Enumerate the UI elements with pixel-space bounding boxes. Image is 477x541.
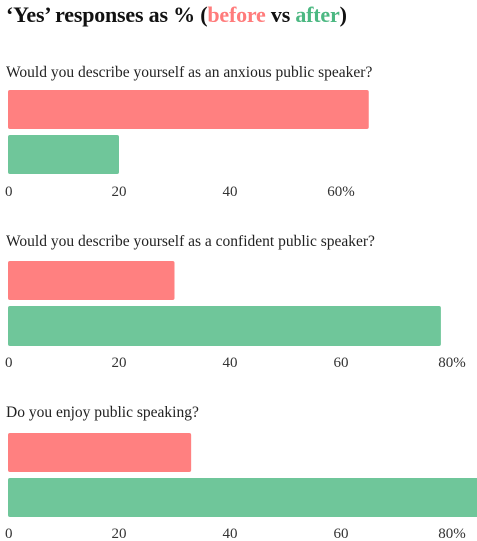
- bar-before: before: 30: [8, 261, 175, 300]
- bar-after: after: 20: [8, 135, 119, 174]
- x-tick-label: 0: [5, 355, 13, 371]
- x-tick-label: 20: [112, 355, 127, 371]
- title-before-keyword: before: [207, 2, 266, 27]
- x-tick-label: 0: [5, 526, 13, 541]
- x-tick-label: 40: [223, 355, 238, 371]
- x-tick-label: 60%: [327, 184, 355, 200]
- x-tick-label: 0: [5, 184, 13, 200]
- question-title: Do you enjoy public speaking?: [6, 404, 199, 421]
- x-tick-label: 40: [223, 526, 238, 541]
- chart-panel-3: Do you enjoy public speaking? before: 33 a…: [5, 404, 477, 541]
- bar-after: after: 86: [8, 478, 477, 517]
- x-tick-label: 60: [334, 355, 349, 371]
- x-tick-label: 20: [112, 184, 127, 200]
- title-suffix: ): [339, 2, 347, 27]
- x-tick-label: 20: [112, 526, 127, 541]
- bar-before: before: 33: [8, 433, 192, 472]
- x-tick-label: 80%: [438, 355, 466, 371]
- bar-before: before: 65: [8, 90, 369, 129]
- x-tick-label: 60: [334, 526, 349, 541]
- title-prefix: ‘Yes’ responses as % (: [6, 2, 208, 27]
- question-title: Would you describe yourself as a confide…: [6, 233, 375, 250]
- chart-panel-2: Would you describe yourself as a confide…: [5, 233, 466, 371]
- title-after-keyword: after: [295, 2, 340, 27]
- title-vs: vs: [265, 2, 296, 27]
- x-tick-label: 40: [223, 184, 238, 200]
- bar-after: after: 78: [8, 306, 441, 346]
- chart-panel-1: Would you describe yourself as an anxiou…: [5, 64, 372, 200]
- chart-title: ‘Yes’ responses as % (before vs after): [6, 2, 347, 28]
- x-tick-label: 80%: [438, 526, 466, 541]
- question-title: Would you describe yourself as an anxiou…: [6, 64, 372, 81]
